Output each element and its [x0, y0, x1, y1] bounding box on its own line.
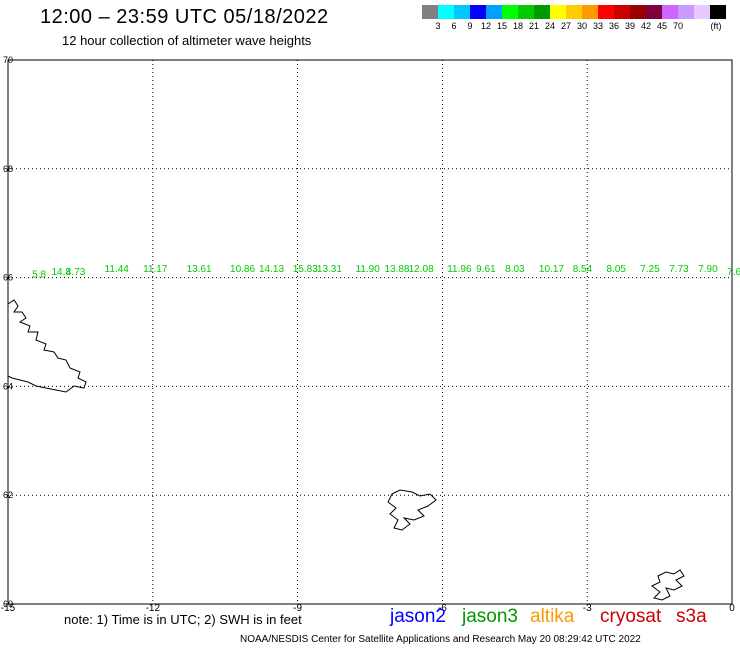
wave-height-value: 8.03 [505, 264, 525, 275]
colorbar-unit: (ft) [710, 21, 722, 31]
map-title: 12:00 – 23:59 UTC 05/18/2022 [40, 6, 329, 28]
colorbar-swatch [678, 5, 694, 19]
iceland-coastline [7, 299, 87, 393]
y-tick-label: 68 [3, 164, 13, 174]
colorbar-label: 27 [560, 21, 572, 31]
colorbar-swatch [630, 5, 646, 19]
colorbar-swatch [582, 5, 598, 19]
colorbar-swatch [550, 5, 566, 19]
satellite-legend: jason2 jason3 altika cryosat s3a [0, 606, 740, 630]
map-frame [7, 59, 733, 605]
colorbar-swatch [566, 5, 582, 19]
y-tick-label: 70 [3, 55, 13, 65]
wave-height-value: 8.05 [607, 264, 627, 275]
y-tick-label: 64 [3, 381, 13, 391]
y-tick-label: 60 [3, 599, 13, 609]
wave-height-value: 7.25 [640, 264, 660, 275]
colorbar-swatch [662, 5, 678, 19]
wave-height-value: 14.8 [51, 267, 71, 278]
y-tick-label: 62 [3, 490, 13, 500]
wave-height-value: 11.96 [447, 264, 472, 275]
colorbar-swatch [438, 5, 454, 19]
colorbar-label: 42 [640, 21, 652, 31]
wave-height-value: 13.88 [384, 264, 409, 275]
x-tick-label: 0 [729, 603, 735, 614]
colorbar-label: 24 [544, 21, 556, 31]
wave-height-value: 7.68 [727, 267, 740, 278]
colorbar-label: 33 [592, 21, 604, 31]
legend-s3a: s3a [676, 606, 707, 627]
legend-cryosat: cryosat [600, 606, 662, 627]
colorbar-swatch [710, 5, 726, 19]
wave-height-value: 10.17 [539, 264, 564, 275]
x-tick-label: -9 [293, 603, 302, 614]
colorbar-label: 3 [435, 21, 441, 31]
colorbar-label: 21 [528, 21, 540, 31]
wave-height-value: 10.86 [230, 264, 255, 275]
wave-height-value: 14.13 [259, 264, 284, 275]
colorbar-swatch [454, 5, 470, 19]
legend-altika: altika [530, 606, 575, 627]
x-tick-label: -15 [1, 603, 16, 614]
colorbar-label: 15 [496, 21, 508, 31]
colorbar-swatch [518, 5, 534, 19]
wave-height-value: 11.17 [143, 264, 168, 275]
y-tick-label: 66 [3, 273, 13, 283]
map-note: note: 1) Time is in UTC; 2) SWH is in fe… [64, 612, 302, 627]
colorbar-label: 39 [624, 21, 636, 31]
colorbar-swatch [422, 5, 438, 19]
wave-height-value: 8.54 [573, 264, 593, 275]
colorbar-swatch [614, 5, 630, 19]
colorbar-labels: 3 6 9 12 15 18 21 24 27 30 33 36 39 42 45 70 (ft) [422, 19, 726, 33]
colorbar-label: 36 [608, 21, 620, 31]
map-subtitle: 12 hour collection of altimeter wave hei… [62, 33, 312, 48]
colorbar-swatch [646, 5, 662, 19]
colorbar-label: 9 [467, 21, 473, 31]
colorbar-swatches [422, 5, 726, 19]
x-tick-label: -3 [583, 603, 592, 614]
colorbar-label: 12 [480, 21, 492, 31]
colorbar-label: 70 [672, 21, 684, 31]
faroe-islands [387, 489, 437, 531]
wave-height-value: 4.73 [66, 267, 86, 278]
colorbar-label: 18 [512, 21, 524, 31]
wave-height-value: 12.08 [409, 264, 434, 275]
track-jason3-track-66N: 5.8 14.84.73 11.44 11.17 13.61 10.86 14.13 15.8… [32, 264, 740, 280]
colorbar-swatch [694, 5, 710, 19]
wave-height-value: 13.31 [317, 264, 342, 275]
colorbar-swatch [502, 5, 518, 19]
colorbar-label: 6 [451, 21, 457, 31]
colorbar-label: 45 [656, 21, 668, 31]
colorbar-swatch [598, 5, 614, 19]
wave-height-value: 5.8 [32, 270, 46, 281]
wave-height-value: 11.90 [356, 264, 381, 275]
colorbar-swatch [470, 5, 486, 19]
wave-height-value: 13.61 [187, 264, 212, 275]
axis-ticks: -15 -12 -9 -6 -3 0 70 68 66 64 62 60 [1, 55, 735, 614]
coastlines [7, 299, 685, 601]
altimeter-tracks: 5.8 14.84.73 11.44 11.17 13.61 10.86 14.13 15.8… [32, 264, 740, 280]
colorbar-swatch [486, 5, 502, 19]
colorbar-legend: 3 6 9 12 15 18 21 24 27 30 33 36 39 42 45 70 (ft) [422, 5, 726, 33]
wave-height-value: 15.83 [293, 264, 318, 275]
wave-height-value: 7.90 [698, 264, 718, 275]
colorbar-label: 30 [576, 21, 588, 31]
x-tick-label: -6 [438, 603, 447, 614]
x-tick-label: -12 [146, 603, 161, 614]
colorbar-swatch [534, 5, 550, 19]
wave-height-value: 9.61 [476, 264, 496, 275]
map-grid [7, 59, 733, 605]
wave-height-value: 11.44 [105, 264, 130, 275]
legend-jason2: jason2 [390, 606, 446, 627]
wave-height-value: 7.73 [669, 264, 689, 275]
shetland-islands [651, 569, 685, 601]
legend-jason3: jason3 [462, 606, 518, 627]
credit-line: NOAA/NESDIS Center for Satellite Applica… [240, 634, 641, 645]
